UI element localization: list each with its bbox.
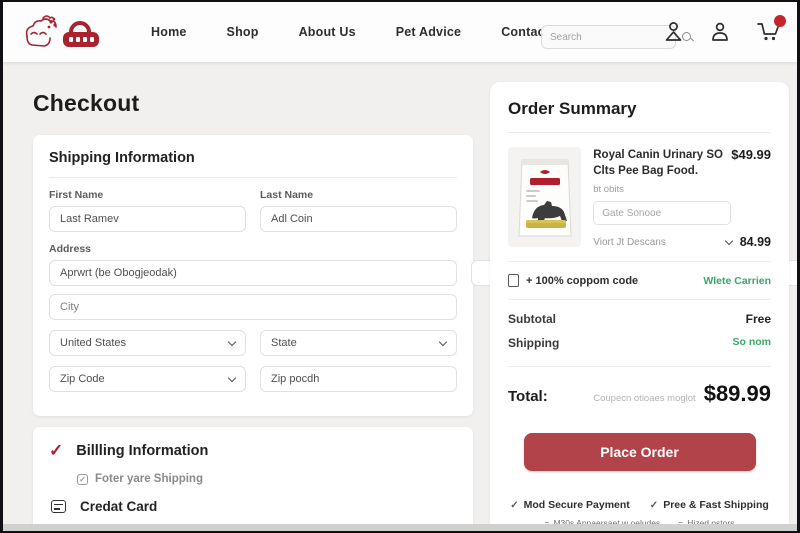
secondary-badge-1-label: M30s Appaersaet w oeludes [553, 518, 660, 528]
shipping-value: So nom [732, 336, 772, 349]
nav-about-us[interactable]: About Us [298, 25, 356, 39]
fast-shipping-label: Pree & Fast Shipping [663, 499, 769, 512]
store-logo[interactable] [21, 10, 107, 56]
product-price: $49.99 [731, 147, 771, 162]
nav-home[interactable]: Home [151, 25, 187, 39]
city-field[interactable] [49, 294, 457, 320]
total-label: Total: [508, 388, 548, 406]
cart-icon [757, 23, 779, 41]
dash-icon: = [678, 518, 683, 528]
billing-information-card: ✓ Billling Information ✓ Foter yare Ship… [33, 427, 473, 531]
chevron-down-icon [227, 337, 237, 346]
product-qty-label: Viort Jt Descans [593, 236, 666, 248]
header-icons [664, 15, 786, 42]
product-note: bt obits [593, 184, 624, 196]
cart-badge [774, 15, 786, 27]
product-option-field[interactable] [593, 201, 732, 226]
place-order-button[interactable]: Place Order [523, 433, 756, 472]
product-line-total: 84.99 [739, 235, 771, 250]
billing-section-title: Billling Information [76, 443, 209, 459]
chevron-down-icon [227, 373, 237, 382]
coupon-link[interactable]: Wlete Carrien [703, 274, 771, 287]
pet-food-logo-icon [25, 15, 99, 47]
secondary-badge-2: = Hized ostors [678, 518, 734, 528]
check-icon: ✓ [510, 499, 519, 511]
user-icon[interactable] [664, 21, 683, 42]
country-select[interactable]: United States [49, 330, 246, 356]
last-name-label: Last Name [260, 189, 314, 201]
product-name: Royal Canin Urinary SO Clts Pee Bag Food… [593, 149, 723, 178]
subtotal-label: Subtotal [508, 312, 556, 327]
shipping-section-title: Shipping Information [49, 150, 457, 178]
coupon-icon [508, 274, 519, 288]
secondary-badge-2-label: Hized ostors [687, 518, 734, 528]
main-nav: Home Shop About Us Pet Advice Contact [151, 2, 549, 62]
secure-payment-label: Mod Secure Payment [523, 499, 630, 512]
search-box [541, 25, 691, 49]
last-name-field[interactable] [260, 206, 457, 232]
browser-viewport: Home Shop About Us Pet Advice Contact [3, 2, 797, 531]
chevron-down-icon [438, 337, 448, 346]
check-icon: ✓ [649, 499, 659, 511]
coupon-label: + 100% coppom code [526, 274, 639, 287]
red-check-icon: ✓ [49, 441, 64, 460]
qty-chevron-down-icon[interactable] [724, 236, 733, 245]
address-label: Address [49, 243, 92, 255]
fast-shipping-badge: ✓ Pree & Fast Shipping [650, 499, 769, 511]
top-navigation-bar: Home Shop About Us Pet Advice Contact [3, 2, 797, 62]
credit-card-icon [51, 500, 66, 513]
page-title: Checkout [33, 90, 140, 116]
search-input[interactable] [550, 31, 682, 43]
zip-select-value: Zip Code [60, 373, 105, 385]
product-row: Royal Canin Urinary SO Clts Pee Bag Food… [508, 147, 771, 249]
search-icon[interactable] [682, 31, 693, 43]
cart-button[interactable] [757, 15, 786, 42]
zip-code-select[interactable]: Zip Code [49, 366, 246, 392]
nav-pet-advice[interactable]: Pet Advice [395, 25, 462, 39]
state-select[interactable]: State [260, 330, 457, 356]
shipping-information-card: Shipping Information First Name Last Nam… [33, 135, 797, 416]
shipping-label: Shipping [508, 336, 560, 351]
first-name-label: First Name [49, 189, 104, 201]
trust-badges-secondary: = M30s Appaersaet w oeludes = Hized osto… [508, 518, 771, 528]
nav-shop[interactable]: Shop [226, 25, 259, 39]
trust-badges: ✓ Mod Secure Payment ✓ Pree & Fast Shipp… [508, 499, 771, 511]
same-as-shipping-checkbox[interactable]: ✓ [77, 473, 88, 485]
zip-code-field[interactable] [260, 366, 457, 392]
order-summary-title: Order Summary [508, 99, 771, 133]
order-summary-card: Order Summary [490, 82, 789, 531]
coupon-row: + 100% coppom code Wlete Carrien [508, 274, 771, 288]
state-select-value: State [271, 337, 297, 349]
first-name-field[interactable] [49, 206, 246, 232]
subtotal-value: Free [745, 312, 771, 327]
account-icon[interactable] [710, 21, 730, 42]
pet-food-bag-image [518, 159, 572, 237]
same-as-shipping-label: Foter yare Shipping [95, 473, 203, 485]
bottom-strip [3, 524, 797, 531]
country-select-value: United States [60, 337, 127, 349]
credit-card-label: Credat Card [80, 499, 158, 514]
secondary-badge-1: = M30s Appaersaet w oeludes [545, 518, 661, 528]
product-image [508, 147, 582, 247]
nav-contact[interactable]: Contact [501, 25, 550, 39]
secure-payment-badge: ✓ Mod Secure Payment [510, 499, 630, 511]
address-line1-field[interactable] [49, 260, 457, 286]
total-value: $89.99 [703, 381, 771, 407]
total-note: Coupecn otioaes moglot [593, 393, 696, 405]
dash-icon: = [545, 518, 550, 528]
